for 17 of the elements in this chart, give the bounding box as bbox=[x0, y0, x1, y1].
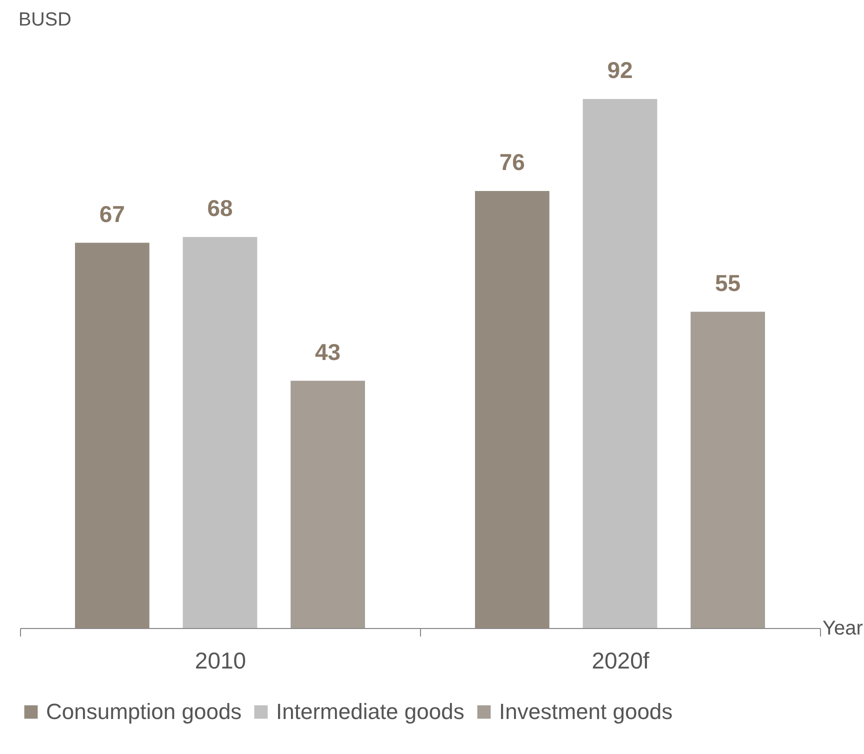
bar bbox=[290, 380, 366, 628]
data-label: 68 bbox=[207, 195, 233, 221]
legend-label: Investment goods bbox=[499, 699, 673, 724]
data-label: 55 bbox=[715, 270, 741, 296]
data-label: 43 bbox=[315, 338, 341, 365]
bar bbox=[582, 99, 658, 628]
x-tick-label: 2020f bbox=[592, 648, 650, 674]
x-tick-label: 2010 bbox=[194, 648, 246, 674]
data-label: 92 bbox=[607, 57, 633, 83]
data-label: 76 bbox=[499, 149, 525, 175]
legend-label: Consumption goods bbox=[46, 699, 242, 724]
data-label: 67 bbox=[99, 200, 125, 227]
bar bbox=[690, 312, 766, 628]
legend-label: Intermediate goods bbox=[276, 699, 464, 724]
y-axis-title: BUSD bbox=[18, 10, 72, 30]
bar bbox=[182, 237, 258, 628]
x-axis-title: Year bbox=[822, 618, 864, 640]
